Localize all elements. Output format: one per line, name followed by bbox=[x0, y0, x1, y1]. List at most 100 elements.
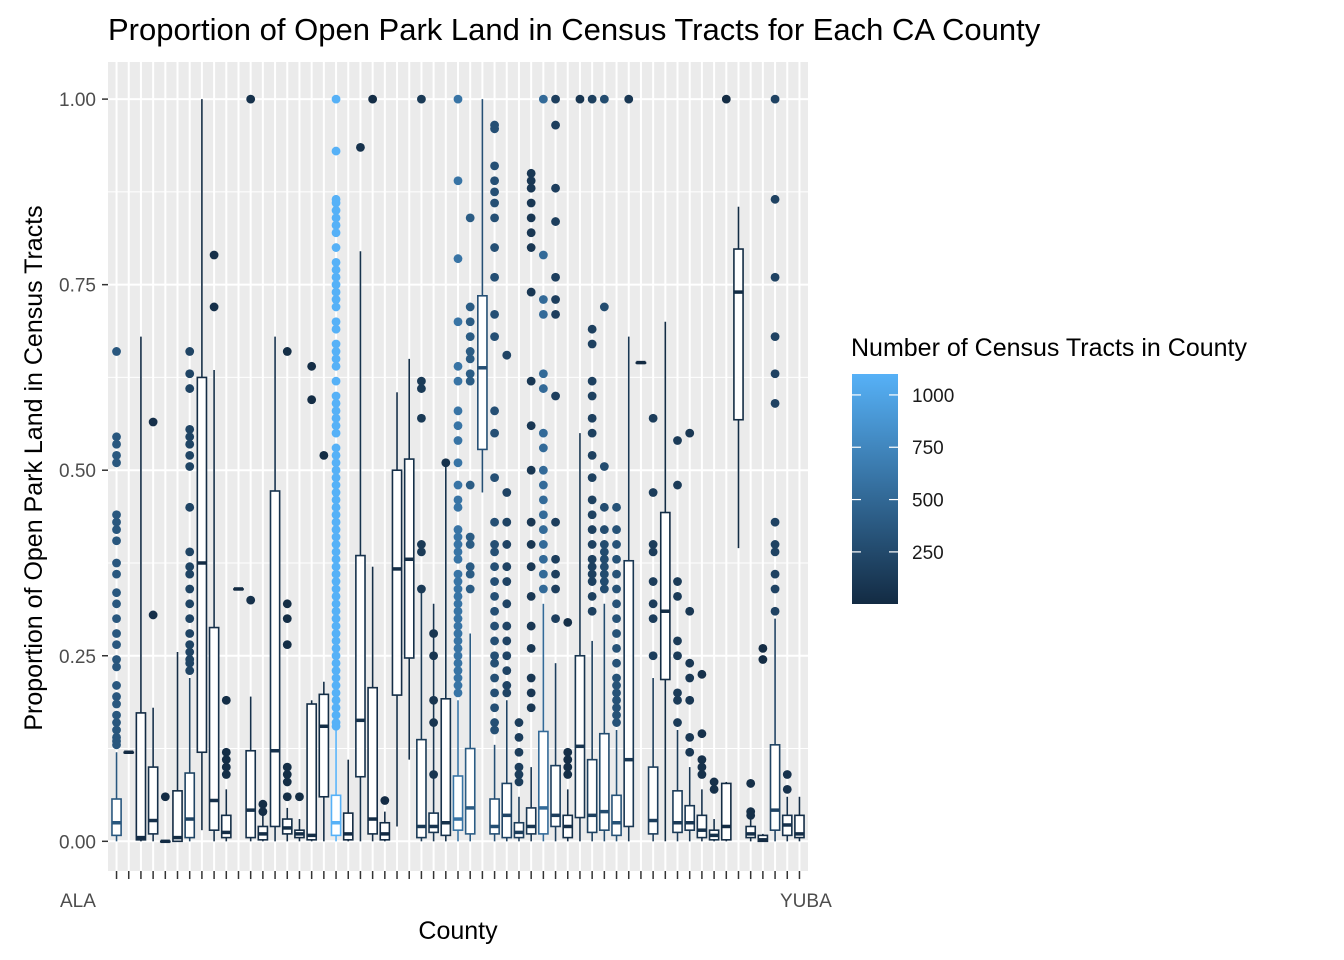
outlier-point bbox=[331, 554, 341, 564]
outlier-point bbox=[465, 302, 475, 312]
box-44 bbox=[635, 360, 647, 365]
outlier-point bbox=[112, 629, 121, 638]
outlier-point bbox=[612, 502, 621, 512]
outlier-point bbox=[551, 614, 560, 624]
box-1 bbox=[111, 347, 122, 842]
outlier-point bbox=[587, 554, 597, 564]
outlier-point bbox=[331, 525, 341, 534]
outlier-point bbox=[490, 651, 499, 661]
outlier-point bbox=[490, 673, 499, 683]
outlier-point bbox=[563, 617, 573, 627]
outlier-point bbox=[112, 725, 121, 735]
outlier-point bbox=[465, 569, 475, 579]
outlier-point bbox=[587, 606, 597, 616]
outlier-point bbox=[331, 703, 341, 713]
outlier-point bbox=[587, 569, 597, 579]
box-iqr bbox=[684, 804, 696, 831]
outlier-point bbox=[648, 651, 658, 661]
outlier-point bbox=[417, 376, 426, 386]
outlier-point bbox=[599, 525, 609, 534]
box-13 bbox=[257, 799, 269, 842]
outlier-point bbox=[526, 243, 536, 252]
outlier-point bbox=[465, 376, 475, 386]
outlier-point bbox=[648, 540, 658, 549]
outlier-point bbox=[453, 502, 463, 512]
outlier-point bbox=[612, 681, 621, 690]
outlier-point bbox=[490, 621, 499, 631]
outlier-point bbox=[490, 688, 499, 698]
outlier-point bbox=[612, 569, 621, 579]
legend: Number of Census Tracts in County 1000 75… bbox=[851, 334, 1247, 604]
outlier-point bbox=[551, 584, 560, 594]
outlier-point bbox=[490, 606, 499, 616]
box-41 bbox=[598, 94, 610, 842]
outlier-point bbox=[599, 554, 609, 564]
box-17 bbox=[306, 361, 318, 842]
outlier-point bbox=[612, 554, 621, 564]
y-tick-label: 0.00 bbox=[59, 832, 96, 853]
outlier-point bbox=[453, 591, 463, 601]
outlier-point bbox=[563, 762, 573, 772]
outlier-point bbox=[697, 755, 707, 765]
box-32 bbox=[489, 120, 500, 842]
outlier-point bbox=[770, 547, 780, 557]
outlier-point bbox=[417, 540, 426, 549]
outlier-point bbox=[331, 146, 341, 156]
outlier-point bbox=[648, 547, 658, 557]
legend-label: 750 bbox=[912, 438, 944, 459]
outlier-point bbox=[526, 183, 536, 193]
outlier-point bbox=[112, 681, 121, 690]
outlier-point bbox=[538, 525, 548, 534]
x-tick-label-first: ALA bbox=[60, 891, 96, 912]
outlier-point bbox=[221, 695, 231, 705]
outlier-point bbox=[453, 606, 463, 616]
outlier-point bbox=[112, 599, 121, 609]
box-iqr bbox=[720, 782, 732, 841]
outlier-point bbox=[502, 350, 512, 360]
outlier-point bbox=[465, 332, 475, 342]
outlier-point bbox=[295, 792, 304, 802]
outlier-point bbox=[648, 577, 658, 586]
outlier-point bbox=[282, 614, 292, 624]
outlier-point bbox=[429, 695, 439, 705]
box-30 bbox=[464, 213, 476, 842]
outlier-point bbox=[612, 599, 621, 609]
box-10 bbox=[220, 695, 232, 842]
outlier-point bbox=[282, 762, 292, 772]
outlier-point bbox=[538, 569, 548, 579]
outlier-point bbox=[770, 569, 780, 579]
outlier-point bbox=[587, 376, 597, 386]
outlier-point bbox=[599, 462, 609, 471]
box-57 bbox=[794, 796, 805, 842]
outlier-point bbox=[331, 510, 341, 520]
outlier-point bbox=[526, 540, 536, 549]
outlier-point bbox=[538, 465, 548, 475]
outlier-point bbox=[331, 658, 341, 668]
outlier-point bbox=[782, 784, 792, 794]
outlier-point bbox=[599, 540, 609, 549]
outlier-point bbox=[112, 439, 121, 449]
outlier-point bbox=[112, 655, 121, 664]
box-iqr bbox=[647, 766, 659, 835]
outlier-point bbox=[587, 428, 597, 438]
outlier-point bbox=[453, 681, 463, 690]
outlier-point bbox=[465, 213, 475, 223]
outlier-point bbox=[246, 94, 256, 104]
outlier-point bbox=[673, 577, 682, 586]
outlier-point bbox=[453, 666, 463, 676]
box-iqr bbox=[367, 686, 379, 835]
outlier-point bbox=[685, 673, 695, 683]
outlier-point bbox=[526, 421, 536, 431]
outlier-point bbox=[417, 547, 426, 557]
outlier-point bbox=[502, 562, 512, 572]
outlier-point bbox=[599, 577, 609, 586]
outlier-point bbox=[331, 347, 341, 356]
box-iqr bbox=[525, 807, 537, 835]
box-16 bbox=[294, 792, 305, 842]
outlier-point bbox=[380, 796, 390, 805]
outlier-point bbox=[490, 124, 499, 134]
outlier-point bbox=[502, 517, 512, 527]
outlier-point bbox=[453, 599, 463, 609]
box-51 bbox=[720, 94, 732, 842]
